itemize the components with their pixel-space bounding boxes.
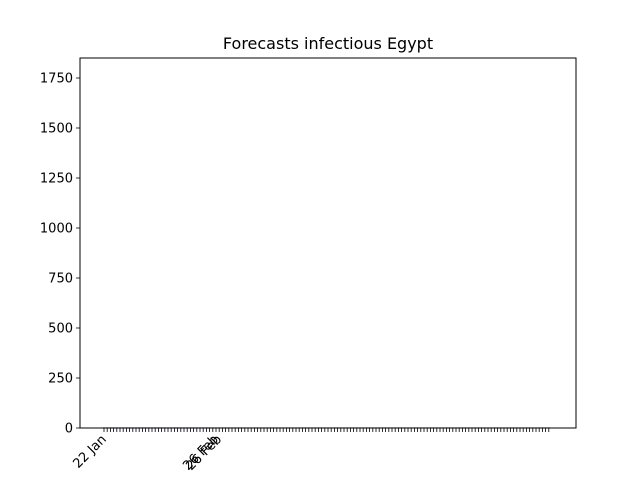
plot-frame: [79, 57, 577, 429]
y-axis: 0 250 500 750 1000 1250 1500 1750: [40, 72, 80, 437]
y-tick-label-1: 250: [48, 372, 73, 387]
y-tick-label-3: 750: [48, 272, 73, 287]
x-tick-label-0: 22 Jan: [70, 432, 109, 471]
chart-title: Forecasts infectious Egypt: [223, 34, 433, 53]
y-tick-label-4: 1000: [40, 222, 73, 237]
y-tick-label-7: 1750: [40, 72, 73, 87]
y-tick-label-5: 1250: [40, 172, 73, 187]
y-tick-label-2: 500: [48, 322, 73, 337]
y-tick-label-6: 1500: [40, 122, 73, 137]
y-tick-label-0: 0: [65, 422, 73, 437]
